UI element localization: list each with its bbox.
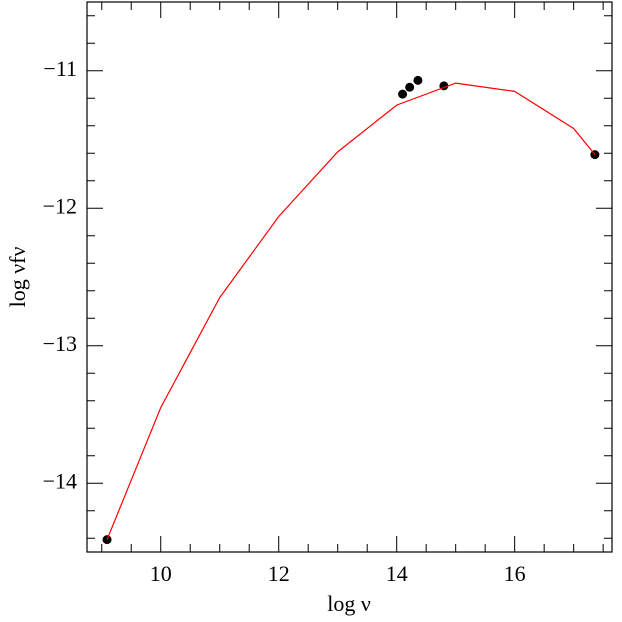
data-point [405,82,415,92]
y-tick-label: −12 [43,193,77,218]
y-tick-label: −13 [43,331,77,356]
x-tick-label: 10 [150,561,172,586]
data-point [413,75,423,85]
data-point [398,89,408,99]
plot-frame [86,1,613,553]
x-tick-label: 14 [386,561,408,586]
x-axis-label: log ν [327,591,371,616]
y-tick-label: −14 [43,468,77,493]
y-axis-label: log νfν [5,247,30,308]
fit-curve [106,82,596,540]
x-tick-label: 16 [504,561,526,586]
y-tick-label: −11 [43,56,77,81]
x-tick-label: 12 [268,561,290,586]
